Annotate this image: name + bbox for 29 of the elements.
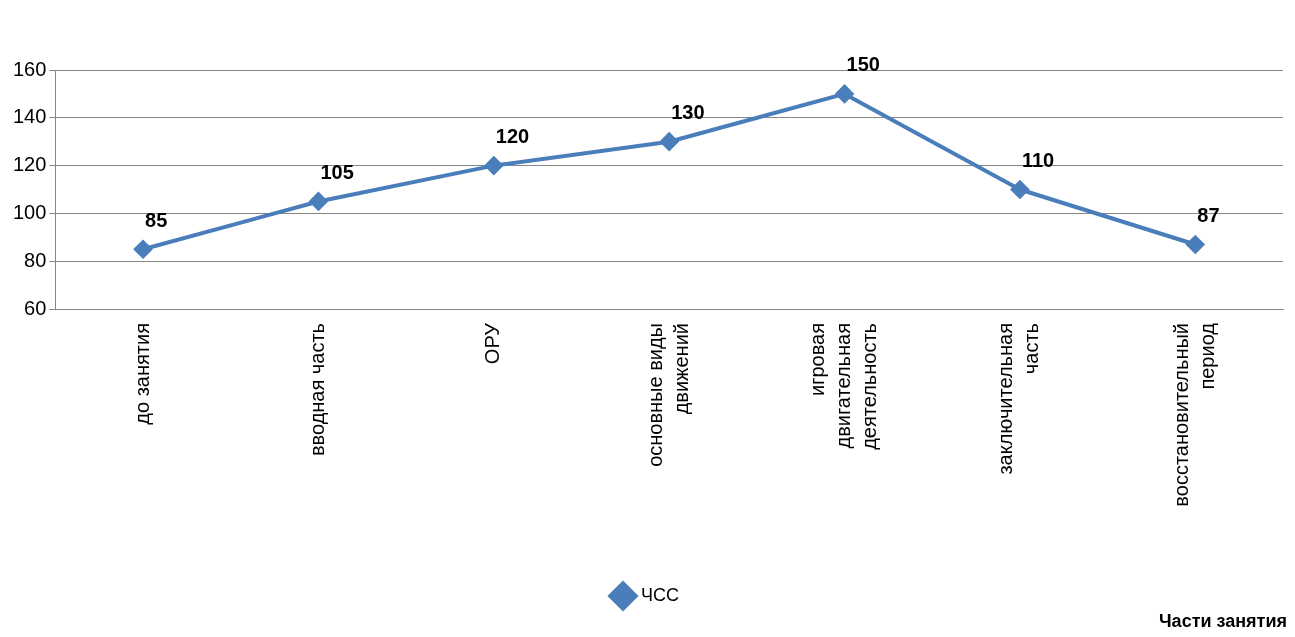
x-tick-label: ОРУ <box>481 322 504 365</box>
data-label: 130 <box>671 101 705 124</box>
legend-label: ЧСС <box>641 584 679 605</box>
data-label: 120 <box>495 125 530 148</box>
x-tick-label: вводная часть <box>305 323 328 457</box>
y-tick-label: 100 <box>12 200 47 223</box>
data-label: 150 <box>846 53 880 76</box>
y-tick-label: 120 <box>12 153 47 176</box>
x-tick-label: игровая двигательная деятельность <box>806 323 881 450</box>
x-tick-label: до занятия <box>130 323 153 425</box>
point <box>1010 180 1029 199</box>
data-label: 110 <box>1021 149 1055 172</box>
y-tick-label: 160 <box>12 57 47 80</box>
text: Части занятия <box>1158 610 1287 631</box>
x-tick-label: восстановительный период <box>1169 322 1218 507</box>
x-tick-label: заключительная часть <box>994 323 1043 475</box>
data-label: 85 <box>145 208 168 231</box>
point <box>835 84 854 103</box>
point <box>309 192 328 211</box>
point <box>660 132 679 151</box>
point <box>1186 235 1205 254</box>
y-tick-label: 140 <box>12 105 47 128</box>
data-label: 87 <box>1197 203 1220 226</box>
y-tick-label: 60 <box>24 296 47 319</box>
x-tick-label: основные виды движений <box>643 323 692 467</box>
data-label: 105 <box>320 160 354 183</box>
point <box>134 240 153 259</box>
point <box>484 156 503 175</box>
y-tick-label: 80 <box>24 248 47 271</box>
